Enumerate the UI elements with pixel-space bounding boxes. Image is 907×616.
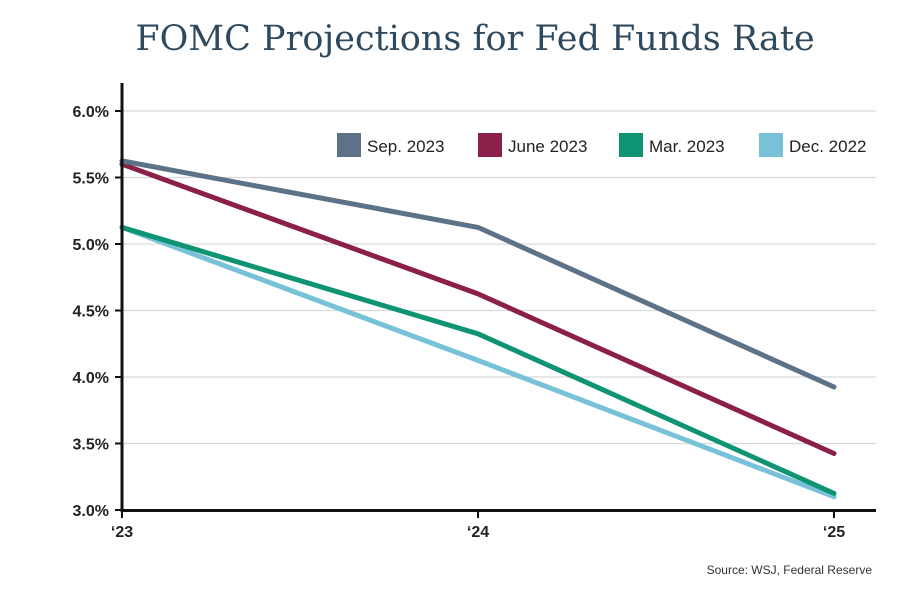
legend: Sep. 2023 June 2023 Mar. 2023 Dec. 2022	[337, 133, 867, 157]
legend-label: Mar. 2023	[649, 137, 725, 156]
y-tick-label: 6.0%	[73, 104, 109, 121]
y-tick-label: 4.0%	[73, 370, 109, 387]
legend-swatch	[478, 133, 502, 157]
x-axis-tick-labels: ‘23 ‘24 ‘25	[111, 510, 845, 541]
series-lines	[119, 158, 837, 500]
x-tick-label: ‘23	[111, 524, 133, 541]
series-line	[119, 224, 837, 500]
y-tick-label: 3.0%	[73, 503, 109, 520]
legend-label: Dec. 2022	[789, 137, 867, 156]
legend-swatch	[759, 133, 783, 157]
source-note: Source: WSJ, Federal Reserve	[707, 563, 873, 577]
series-line	[119, 161, 837, 456]
gridlines	[122, 110, 876, 445]
y-tick-label: 5.0%	[73, 237, 109, 254]
chart-title: FOMC Projections for Fed Funds Rate	[135, 19, 814, 59]
x-tick-label: ‘24	[467, 524, 489, 541]
legend-label: Sep. 2023	[367, 137, 445, 156]
x-tick-label: ‘25	[823, 524, 845, 541]
y-axis-tick-labels: 3.0% 3.5% 4.0% 4.5% 5.0% 5.5% 6.0%	[73, 104, 122, 520]
y-tick-label: 4.5%	[73, 304, 109, 321]
series-line	[119, 158, 837, 390]
legend-label: June 2023	[508, 137, 587, 156]
y-tick-label: 3.5%	[73, 437, 109, 454]
legend-swatch	[337, 133, 361, 157]
series-line	[119, 224, 837, 496]
y-tick-label: 5.5%	[73, 171, 109, 188]
legend-swatch	[619, 133, 643, 157]
